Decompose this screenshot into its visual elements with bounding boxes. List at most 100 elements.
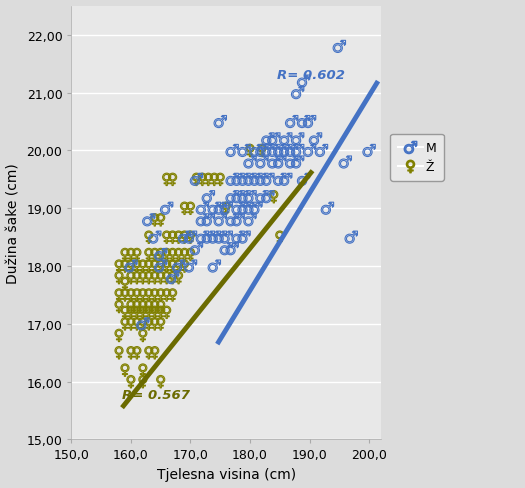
Point	[234, 193, 243, 201]
Point	[162, 291, 171, 299]
Point	[139, 320, 147, 328]
Point	[151, 320, 159, 328]
Point	[234, 217, 243, 224]
Point	[151, 291, 159, 299]
Point	[186, 263, 195, 270]
Point	[299, 176, 308, 184]
Point	[210, 234, 218, 242]
Point	[288, 147, 296, 155]
Point	[210, 263, 218, 270]
Point	[180, 205, 188, 213]
Point	[216, 217, 225, 224]
Point	[151, 303, 159, 311]
Point	[198, 217, 206, 224]
Point	[156, 291, 165, 299]
Point	[121, 291, 129, 299]
Point	[264, 136, 272, 143]
Point	[276, 159, 284, 166]
Point	[151, 274, 159, 282]
Y-axis label: Dužina šake (cm): Dužina šake (cm)	[7, 163, 21, 284]
Point	[121, 280, 129, 288]
Point	[139, 291, 147, 299]
Point	[115, 349, 123, 357]
Point	[276, 234, 284, 242]
Point	[270, 147, 278, 155]
Point	[240, 205, 248, 213]
Point	[216, 234, 225, 242]
Point	[276, 147, 284, 155]
Point	[192, 176, 201, 184]
Point	[299, 119, 308, 126]
Point	[174, 263, 183, 270]
Point	[127, 303, 135, 311]
Point	[222, 234, 230, 242]
Point	[133, 291, 141, 299]
Point	[144, 309, 153, 317]
Point	[228, 217, 236, 224]
Point	[216, 119, 225, 126]
Point	[311, 136, 320, 143]
Point	[127, 274, 135, 282]
Point	[151, 234, 159, 242]
Point	[127, 349, 135, 357]
Point	[151, 217, 159, 224]
Point	[144, 251, 153, 259]
Point	[204, 193, 213, 201]
Point	[127, 291, 135, 299]
Point	[270, 193, 278, 201]
Point	[115, 291, 123, 299]
Point	[216, 176, 225, 184]
Point	[133, 274, 141, 282]
Point	[162, 274, 171, 282]
Point	[246, 147, 254, 155]
Point	[234, 176, 243, 184]
Point	[156, 303, 165, 311]
Point	[115, 274, 123, 282]
Point	[151, 309, 159, 317]
Point	[234, 234, 243, 242]
Point	[121, 320, 129, 328]
Point	[317, 147, 326, 155]
Point	[246, 205, 254, 213]
Point	[144, 217, 153, 224]
Point	[306, 119, 314, 126]
Point	[127, 251, 135, 259]
Point	[210, 176, 218, 184]
Point	[192, 245, 201, 253]
Point	[133, 251, 141, 259]
Point	[186, 234, 195, 242]
Point	[240, 147, 248, 155]
Point	[204, 234, 213, 242]
Point	[180, 263, 188, 270]
Point	[156, 320, 165, 328]
Point	[156, 251, 165, 259]
Point	[127, 309, 135, 317]
Point	[246, 217, 254, 224]
Point	[299, 78, 308, 86]
Point	[121, 263, 129, 270]
Point	[341, 159, 350, 166]
Point	[169, 234, 177, 242]
Point	[281, 176, 290, 184]
Legend: M, Ž: M, Ž	[390, 134, 444, 182]
Point	[258, 147, 266, 155]
Point	[246, 193, 254, 201]
Point	[281, 136, 290, 143]
Text: R= 0.602: R= 0.602	[277, 69, 345, 82]
Point	[115, 263, 123, 270]
X-axis label: Tjelesna visina (cm): Tjelesna visina (cm)	[156, 467, 296, 481]
Point	[306, 147, 314, 155]
Point	[127, 320, 135, 328]
Point	[288, 119, 296, 126]
Point	[198, 176, 206, 184]
Point	[151, 349, 159, 357]
Point	[139, 309, 147, 317]
Point	[323, 205, 332, 213]
Point	[192, 176, 201, 184]
Point	[162, 309, 171, 317]
Point	[335, 43, 343, 51]
Point	[252, 147, 260, 155]
Point	[144, 303, 153, 311]
Point	[186, 251, 195, 259]
Point	[151, 263, 159, 270]
